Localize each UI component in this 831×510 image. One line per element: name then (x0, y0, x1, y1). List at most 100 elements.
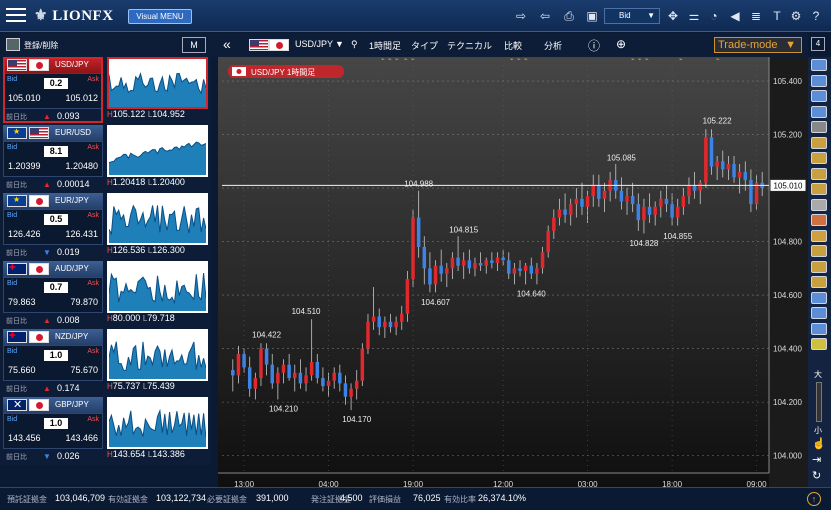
scroll-top-icon[interactable]: ↑ (807, 492, 821, 506)
hamburger-menu-icon[interactable] (6, 8, 26, 24)
ask-price[interactable]: 79.870 (70, 297, 98, 307)
reset-icon[interactable]: ↻ (812, 470, 822, 482)
compare-button[interactable]: 比較 (504, 41, 523, 51)
timeframe-button[interactable]: 1時間足 (369, 41, 402, 51)
order-icon[interactable]: ✥ (667, 9, 679, 23)
scroll-icon[interactable]: ☝ (812, 438, 826, 450)
export-icon[interactable]: ⇨ (515, 9, 527, 23)
zoom-slider[interactable] (816, 382, 822, 422)
zoom-in-label[interactable]: 大 (814, 370, 822, 379)
clock-icon[interactable]: ◔ (710, 9, 718, 23)
grid-icon[interactable] (811, 276, 827, 288)
currency-pair-card[interactable]: EUR/USD Bid Ask 8.11.20399 1.20480 前日比 ▲ 0.0001… (3, 125, 208, 191)
bid-price[interactable]: 1.20399 (8, 161, 41, 171)
event-marker-icon[interactable]: ⌁ (517, 57, 521, 63)
event-marker-icon[interactable]: ⌁ (411, 57, 415, 63)
pen-icon[interactable] (811, 152, 827, 164)
pan-right-icon[interactable]: ⇥ (812, 454, 822, 466)
list-icon[interactable]: ≣ (750, 9, 762, 23)
event-marker-icon[interactable]: ⌁ (381, 57, 385, 63)
text-icon[interactable] (811, 291, 827, 304)
ask-price[interactable]: 126.431 (65, 229, 98, 239)
event-marker-icon[interactable]: ⌁ (388, 57, 392, 63)
event-marker-icon[interactable]: ⌁ (679, 57, 683, 63)
info-icon[interactable]: ⓘ (588, 39, 601, 53)
pair-quote-box[interactable]: USD/JPY Bid Ask 0.2 105.010 105.012 前日比 ▲ 0.093 (3, 57, 103, 123)
event-marker-icon[interactable]: ⌁ (524, 57, 528, 63)
currency-pair-card[interactable]: USD/JPY Bid Ask 0.2 105.010 105.012 前日比 ▲ 0.093 H… (3, 57, 208, 123)
pair-name-bar[interactable]: NZD/JPY (3, 329, 103, 345)
hline-icon[interactable] (811, 167, 827, 180)
pair-name-bar[interactable]: AUD/JPY (3, 261, 103, 277)
mini-chart[interactable] (107, 57, 208, 109)
chat-icon[interactable] (811, 90, 827, 102)
pair-quote-box[interactable]: AUD/JPY Bid Ask 0.7 79.863 79.870 前日比 ▲ 0.008 (3, 261, 103, 327)
tool-icon[interactable]: T (773, 9, 781, 23)
bid-price[interactable]: 126.426 (8, 229, 41, 239)
window-icon[interactable] (811, 105, 827, 118)
event-marker-icon[interactable]: ⌁ (631, 57, 635, 63)
pair-name-bar[interactable]: EUR/JPY (3, 193, 103, 209)
pair-name-bar[interactable]: GBP/JPY (3, 397, 103, 413)
zoom-out-label[interactable]: 小 (814, 426, 822, 435)
mini-chart[interactable] (107, 125, 208, 177)
mini-chart[interactable] (107, 193, 208, 245)
mode-button[interactable]: M (182, 37, 206, 53)
crosshair-icon[interactable]: ⊕ (616, 37, 627, 51)
chart-pair-select[interactable]: USD/JPY (295, 39, 334, 49)
register-icon[interactable] (6, 38, 20, 51)
mini-chart[interactable] (107, 329, 208, 381)
bid-select[interactable]: Bid ▼ (604, 8, 660, 24)
trade-mode-select[interactable]: Trade-mode ▼ (714, 37, 802, 53)
event-marker-icon[interactable]: ⌁ (395, 57, 399, 63)
fib-icon[interactable] (811, 214, 827, 226)
bid-price[interactable]: 105.010 (8, 93, 41, 103)
trendline-icon[interactable] (811, 136, 827, 149)
pair-quote-box[interactable]: EUR/USD Bid Ask 8.11.20399 1.20480 前日比 ▲ 0.0001… (3, 125, 103, 191)
chevron-down-icon[interactable]: ▼ (335, 39, 344, 49)
palette-icon[interactable] (811, 338, 827, 350)
mini-chart[interactable] (107, 261, 208, 313)
paint-icon[interactable] (811, 307, 827, 319)
bell-icon[interactable] (811, 74, 827, 87)
bid-price[interactable]: 143.456 (8, 433, 41, 443)
print-icon[interactable]: ⎙ (564, 9, 574, 23)
timeframe-icon[interactable]: ⚲ (351, 39, 358, 49)
ask-price[interactable]: 105.012 (65, 93, 98, 103)
wave-icon[interactable] (811, 229, 827, 242)
event-marker-icon[interactable]: ⌁ (638, 57, 642, 63)
trash-icon[interactable] (811, 322, 827, 335)
mini-chart[interactable] (107, 397, 208, 449)
gear-icon[interactable]: ⚙ (790, 9, 802, 23)
ask-price[interactable]: 75.670 (70, 365, 98, 375)
pair-name-bar[interactable]: EUR/USD (3, 125, 103, 141)
ask-price[interactable]: 143.466 (65, 433, 98, 443)
event-marker-icon[interactable]: ⌁ (510, 57, 514, 63)
help-icon[interactable]: ? (812, 9, 820, 23)
analysis-button[interactable]: 分析 (544, 41, 563, 51)
channel-icon[interactable] (811, 245, 827, 257)
bid-price[interactable]: 75.660 (8, 365, 36, 375)
collapse-panel-icon[interactable]: « (223, 36, 231, 52)
visual-menu-button[interactable]: Visual MENU (128, 9, 192, 24)
save-icon[interactable]: ▣ (586, 9, 598, 23)
chart-type-button[interactable]: タイプ (411, 41, 439, 51)
import-icon[interactable]: ⇦ (539, 9, 551, 23)
technical-button[interactable]: テクニカル (447, 41, 493, 51)
vline-icon[interactable] (811, 183, 827, 195)
currency-pair-card[interactable]: AUD/JPY Bid Ask 0.7 79.863 79.870 前日比 ▲ 0.008 H80… (3, 261, 208, 327)
event-marker-icon[interactable]: ⌁ (716, 57, 720, 63)
currency-pair-card[interactable]: NZD/JPYBidAsk1.075.66075.670前日比▲0.174H75… (3, 329, 208, 395)
register-label[interactable]: 登録/削除 (24, 41, 59, 50)
pair-quote-box[interactable]: NZD/JPY Bid Ask 1.0 75.660 75.670 前日比 ▲ 0.174 (3, 329, 103, 395)
bid-price[interactable]: 79.863 (8, 297, 36, 307)
price-chart[interactable]: 105.400105.200105.000104.800104.600104.4… (218, 57, 808, 487)
hand-icon[interactable] (811, 198, 827, 211)
alert-icon[interactable]: ◀ (730, 9, 740, 23)
mail-icon[interactable] (811, 59, 827, 71)
cursor-icon[interactable] (811, 121, 827, 133)
